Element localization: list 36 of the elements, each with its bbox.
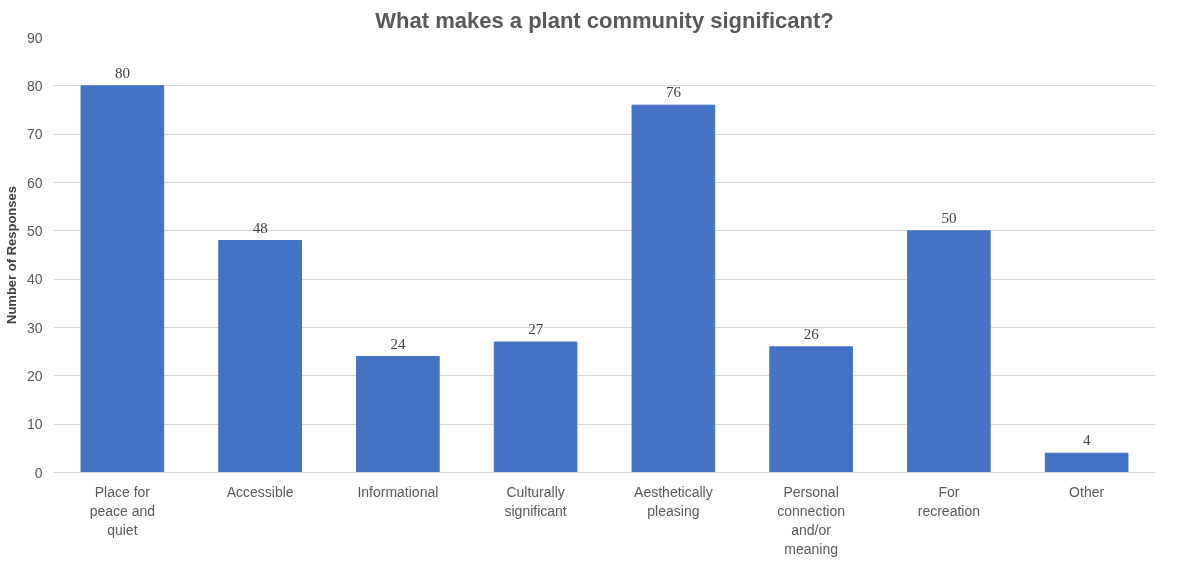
x-tick-label: Place for peace and quiet [89,483,156,538]
bar [80,85,165,473]
data-label: 4 [1082,432,1091,449]
bar [631,104,716,473]
y-tick-label: 60 [26,174,43,191]
bar [907,230,991,473]
bar [769,346,853,473]
bar [493,341,578,473]
data-label: 26 [803,325,820,342]
chart-title: What makes a plant community significant? [375,7,834,33]
x-tick-label: Accessible [226,483,294,500]
x-tick-label: Other [1069,483,1105,500]
x-tick-label: Personal connection and/or meaning [777,483,845,558]
y-tick-label: 30 [26,319,43,336]
data-label: 24 [390,335,406,352]
bar [1044,452,1129,473]
y-tick-label: 80 [26,77,43,94]
data-label: 50 [941,209,957,226]
data-label: 27 [528,321,544,337]
x-tick-label: Aesthetically pleasing [634,483,713,519]
x-tick-label: Culturally significant [504,483,567,519]
data-label: 76 [665,84,682,101]
x-tick-label: Informational [357,483,439,500]
y-tick-label: 50 [26,222,43,239]
bar [218,240,302,473]
data-label: 80 [114,64,130,81]
y-tick-label: 40 [26,271,43,288]
y-tick-label: 70 [26,126,43,143]
y-axis-title: Number of Responses [3,186,19,324]
y-tick-label: 90 [26,29,43,46]
x-tick-label: For recreation [917,483,981,519]
bar [356,356,440,473]
y-tick-label: 20 [26,367,43,384]
y-tick-label: 0 [34,464,43,481]
y-tick-label: 10 [26,416,43,433]
data-label: 48 [252,219,268,236]
